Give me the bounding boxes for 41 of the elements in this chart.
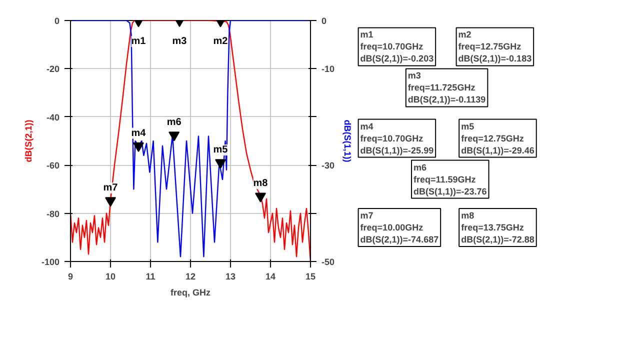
data-label: m7: [103, 182, 118, 194]
y-tick-label: -60: [46, 160, 60, 171]
y-tick-label: -20: [46, 64, 60, 74]
data-label: m1: [131, 36, 146, 47]
x-tick-label: 10: [105, 272, 116, 282]
text: m2 freq=12.75GHz dB(S(2,1))=-0.183: [458, 30, 532, 64]
y2-tick-label: -50: [322, 257, 335, 267]
data-label: m8: [253, 178, 268, 190]
y-tick-label: -80: [46, 208, 60, 219]
point: [105, 197, 116, 207]
y2-tick-label: 0: [322, 16, 327, 26]
text: m6 freq=11.59GHz dB(S(1,1))=-23.76: [414, 162, 487, 196]
x-axis-title: freq, GHz: [170, 288, 211, 298]
data-label: m6: [166, 117, 182, 128]
point: [133, 142, 144, 152]
text: m3 freq=11.725GHz dB(S(2,1))=-0.1139: [408, 70, 486, 105]
text: m8 freq=13.75GHz dB(S(2,1))=-72.88: [461, 210, 534, 244]
x-tick-label: 12: [185, 272, 196, 282]
text: m1 freq=10.70GHz dB(S(2,1))=-0.203: [360, 30, 434, 64]
y-tick-label: -40: [46, 112, 60, 122]
x-tick-label: 15: [305, 272, 316, 282]
text: m5 freq=12.75GHz dB(S(1,1))=-29.46: [461, 121, 534, 156]
x-tick-label: 14: [265, 272, 276, 282]
data-label: m4: [131, 128, 146, 139]
text: m7 freq=10.00GHz dB(S(2,1))=-74.687: [360, 210, 439, 244]
data-label: m5: [213, 144, 228, 156]
y-axis-title: dB(S(2,1)): [23, 120, 34, 162]
text: m4 freq=10.70GHz dB(S(1,1))=-25.99: [360, 121, 434, 156]
point: [215, 159, 226, 169]
x-tick-label: 13: [225, 272, 236, 282]
y-tick-label: 0: [54, 16, 60, 26]
point: [168, 132, 180, 142]
data-label: m2: [213, 36, 228, 47]
x-tick-label: 11: [146, 272, 156, 282]
x-tick-label: 9: [68, 272, 74, 282]
y2-tick-label: -10: [322, 64, 335, 74]
y2-tick-label: -30: [322, 160, 335, 171]
y-tick-label: -100: [41, 257, 60, 267]
point: [255, 192, 266, 202]
data-label: m3: [172, 36, 188, 47]
y2-axis-title: dB(S(1,1)): [342, 120, 353, 162]
